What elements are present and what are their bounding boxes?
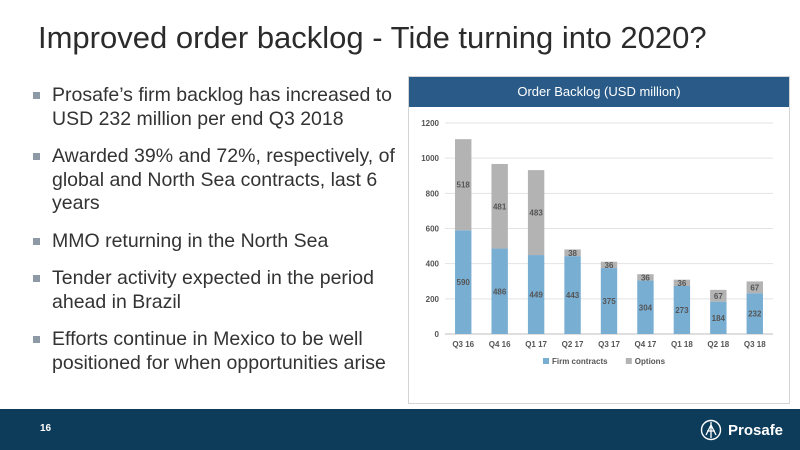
bar-firm-contracts <box>491 248 508 334</box>
bullet-item: Tender activity expected in the period a… <box>30 267 400 314</box>
x-tick-label: Q3 18 <box>744 340 766 349</box>
data-label: 518 <box>457 181 471 190</box>
data-label: 590 <box>457 278 471 287</box>
bar-options <box>746 281 763 294</box>
chart-panel: Order Backlog (USD million) 0 200 400 600 80… <box>408 76 790 404</box>
bullet-text: Efforts continue in Mexico to be well po… <box>52 328 386 374</box>
y-tick-label: 600 <box>426 225 440 234</box>
x-tick-label: Q1 18 <box>671 340 693 349</box>
bullet-marker-icon <box>33 275 40 282</box>
bullet-text: Tender activity expected in the period a… <box>52 267 374 313</box>
data-label: 67 <box>714 292 723 301</box>
data-label: 375 <box>602 297 616 306</box>
y-tick-label: 200 <box>426 295 440 304</box>
data-label: 36 <box>641 273 650 282</box>
data-label: 449 <box>529 291 543 300</box>
data-label: 36 <box>677 279 686 288</box>
x-tick-label: Q3 17 <box>598 340 620 349</box>
bar-options <box>527 170 545 256</box>
x-tick-label: Q1 17 <box>525 340 547 349</box>
x-tick-label: Q2 17 <box>562 340 584 349</box>
bullet-marker-icon <box>33 153 40 160</box>
bullet-marker-icon <box>33 336 40 343</box>
x-tick-label: Q3 16 <box>452 340 474 349</box>
data-label: 304 <box>639 303 653 312</box>
footer-bar: 16 Prosafe <box>0 409 800 450</box>
order-backlog-chart: 0 200 400 600 800 1000 1200 590 518 Q3 16 486 481 Q4… <box>421 119 773 366</box>
y-tick-label: 0 <box>435 330 440 339</box>
prosafe-emblem-icon <box>700 419 722 441</box>
data-label: 486 <box>493 287 507 296</box>
slide-title: Improved order backlog - Tide turning in… <box>38 20 707 55</box>
y-tick-label: 1000 <box>421 154 439 163</box>
bullet-marker-icon <box>33 237 40 245</box>
bar-options <box>637 274 654 281</box>
x-tick-label: Q4 17 <box>635 340 657 349</box>
data-label: 273 <box>675 306 689 315</box>
bar-firm-contracts <box>673 285 691 334</box>
chart-title: Order Backlog (USD million) <box>517 84 681 99</box>
bar-options <box>564 249 581 257</box>
bar-options <box>673 279 691 286</box>
y-tick-label: 400 <box>426 260 440 269</box>
chart-header: Order Backlog (USD million) <box>409 77 789 107</box>
legend-label: Firm contracts <box>552 357 608 366</box>
bar-options <box>491 163 508 249</box>
bar-firm-contracts <box>455 230 472 334</box>
y-tick-label: 1200 <box>421 119 439 128</box>
bullet-text: Awarded 39% and 72%, respectively, of gl… <box>52 145 395 214</box>
page-number: 16 <box>40 423 52 434</box>
bullet-text: Prosafe’s firm backlog has increased to … <box>52 84 392 130</box>
bullet-item: Awarded 39% and 72%, respectively, of gl… <box>30 145 400 216</box>
x-tick-label: Q4 16 <box>489 340 511 349</box>
prosafe-logo: Prosafe <box>700 418 783 442</box>
bar-firm-contracts <box>746 293 763 334</box>
y-tick-label: 800 <box>426 189 440 198</box>
legend-swatch-options <box>625 358 632 364</box>
bar-firm-contracts <box>710 301 727 334</box>
data-label: 481 <box>493 202 507 211</box>
data-label: 232 <box>748 310 762 319</box>
bar-firm-contracts <box>637 280 654 334</box>
data-label: 443 <box>566 291 580 300</box>
bullet-list: Prosafe’s firm backlog has increased to … <box>30 84 400 389</box>
bullet-item: MMO returning in the North Sea <box>30 230 400 254</box>
data-label: 67 <box>750 283 759 292</box>
bar-firm-contracts <box>600 268 618 334</box>
bullet-text: MMO returning in the North Sea <box>52 229 329 252</box>
bar-firm-contracts <box>527 255 545 334</box>
bar-options <box>600 261 618 269</box>
bullet-item: Efforts continue in Mexico to be well po… <box>30 328 400 375</box>
legend-label: Options <box>635 357 666 366</box>
bullet-item: Prosafe’s firm backlog has increased to … <box>30 84 400 131</box>
bar-options <box>455 139 472 231</box>
logo-text: Prosafe <box>728 421 784 439</box>
data-label: 483 <box>529 209 543 218</box>
data-label: 184 <box>712 314 726 323</box>
bar-options <box>710 289 727 302</box>
bullet-marker-icon <box>33 92 40 99</box>
data-label: 38 <box>568 249 577 258</box>
bar-firm-contracts <box>564 256 581 334</box>
legend-swatch-firm <box>543 358 549 364</box>
data-label: 36 <box>605 261 614 270</box>
x-tick-label: Q2 18 <box>707 340 729 349</box>
